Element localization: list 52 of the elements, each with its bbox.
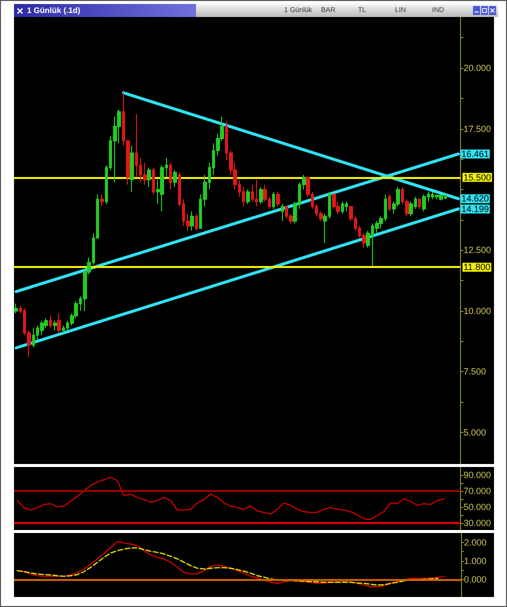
candlestick — [341, 201, 344, 214]
chart-title: 1 Günlük (.1d) — [27, 6, 80, 15]
y-tick-label: 30.000 — [463, 518, 492, 528]
candlestick — [435, 194, 439, 200]
candlestick — [53, 320, 57, 331]
candlestick — [32, 327, 35, 348]
y-tick-label: 90.000 — [463, 470, 492, 480]
y-tick-label: 20.000 — [463, 63, 492, 74]
candlestick — [40, 320, 44, 336]
ref-line-label: 15.500 — [463, 172, 492, 182]
candlestick — [439, 194, 443, 201]
candlestick — [246, 188, 250, 205]
y-tick-label: 0.000 — [464, 574, 487, 585]
y-tick-label: 2.000 — [464, 537, 487, 548]
candlestick — [135, 114, 138, 178]
y-tick-label: 1.000 — [464, 556, 487, 566]
candlestick — [49, 315, 52, 328]
y-tick-label: 70.000 — [463, 486, 492, 496]
candlestick — [143, 162, 147, 186]
y-tick-label: 17.500 — [463, 124, 492, 134]
candlestick — [255, 179, 258, 207]
candlestick — [190, 210, 194, 232]
candlestick — [281, 204, 284, 222]
candlestick — [418, 198, 421, 210]
candlestick — [173, 170, 177, 188]
line-series — [16, 476, 444, 520]
candlestick — [259, 186, 263, 205]
candlestick — [57, 312, 61, 334]
candlestick — [14, 303, 18, 314]
candlestick — [251, 184, 254, 202]
y-tick-label: 50.000 — [463, 502, 492, 512]
candlestick — [195, 213, 198, 232]
candlestick — [276, 191, 280, 207]
candlestick — [100, 194, 104, 207]
y-tick-label: 7.500 — [463, 366, 486, 377]
y-tick-label: 10.000 — [463, 306, 492, 316]
line-series — [16, 547, 438, 586]
candlestick — [152, 167, 155, 195]
candlestick — [272, 191, 275, 210]
data-label: 14.199 — [461, 204, 489, 214]
data-label: 16.461 — [461, 148, 489, 159]
candlestick — [345, 201, 348, 212]
ref-line-label: 11.800 — [463, 262, 490, 272]
candlestick — [130, 145, 134, 192]
candlestick — [147, 167, 151, 188]
candlestick — [422, 194, 426, 212]
y-tick-label: 5.000 — [463, 427, 486, 438]
candlestick — [409, 201, 413, 217]
candlestick — [388, 194, 391, 212]
candlestick — [169, 162, 172, 190]
y-tick-label: 12.500 — [463, 245, 492, 256]
data-label: 14.620 — [461, 194, 489, 204]
